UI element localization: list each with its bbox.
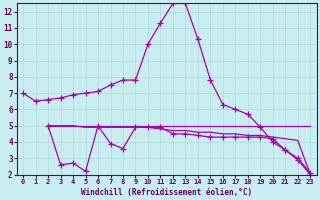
X-axis label: Windchill (Refroidissement éolien,°C): Windchill (Refroidissement éolien,°C) [81, 188, 252, 197]
